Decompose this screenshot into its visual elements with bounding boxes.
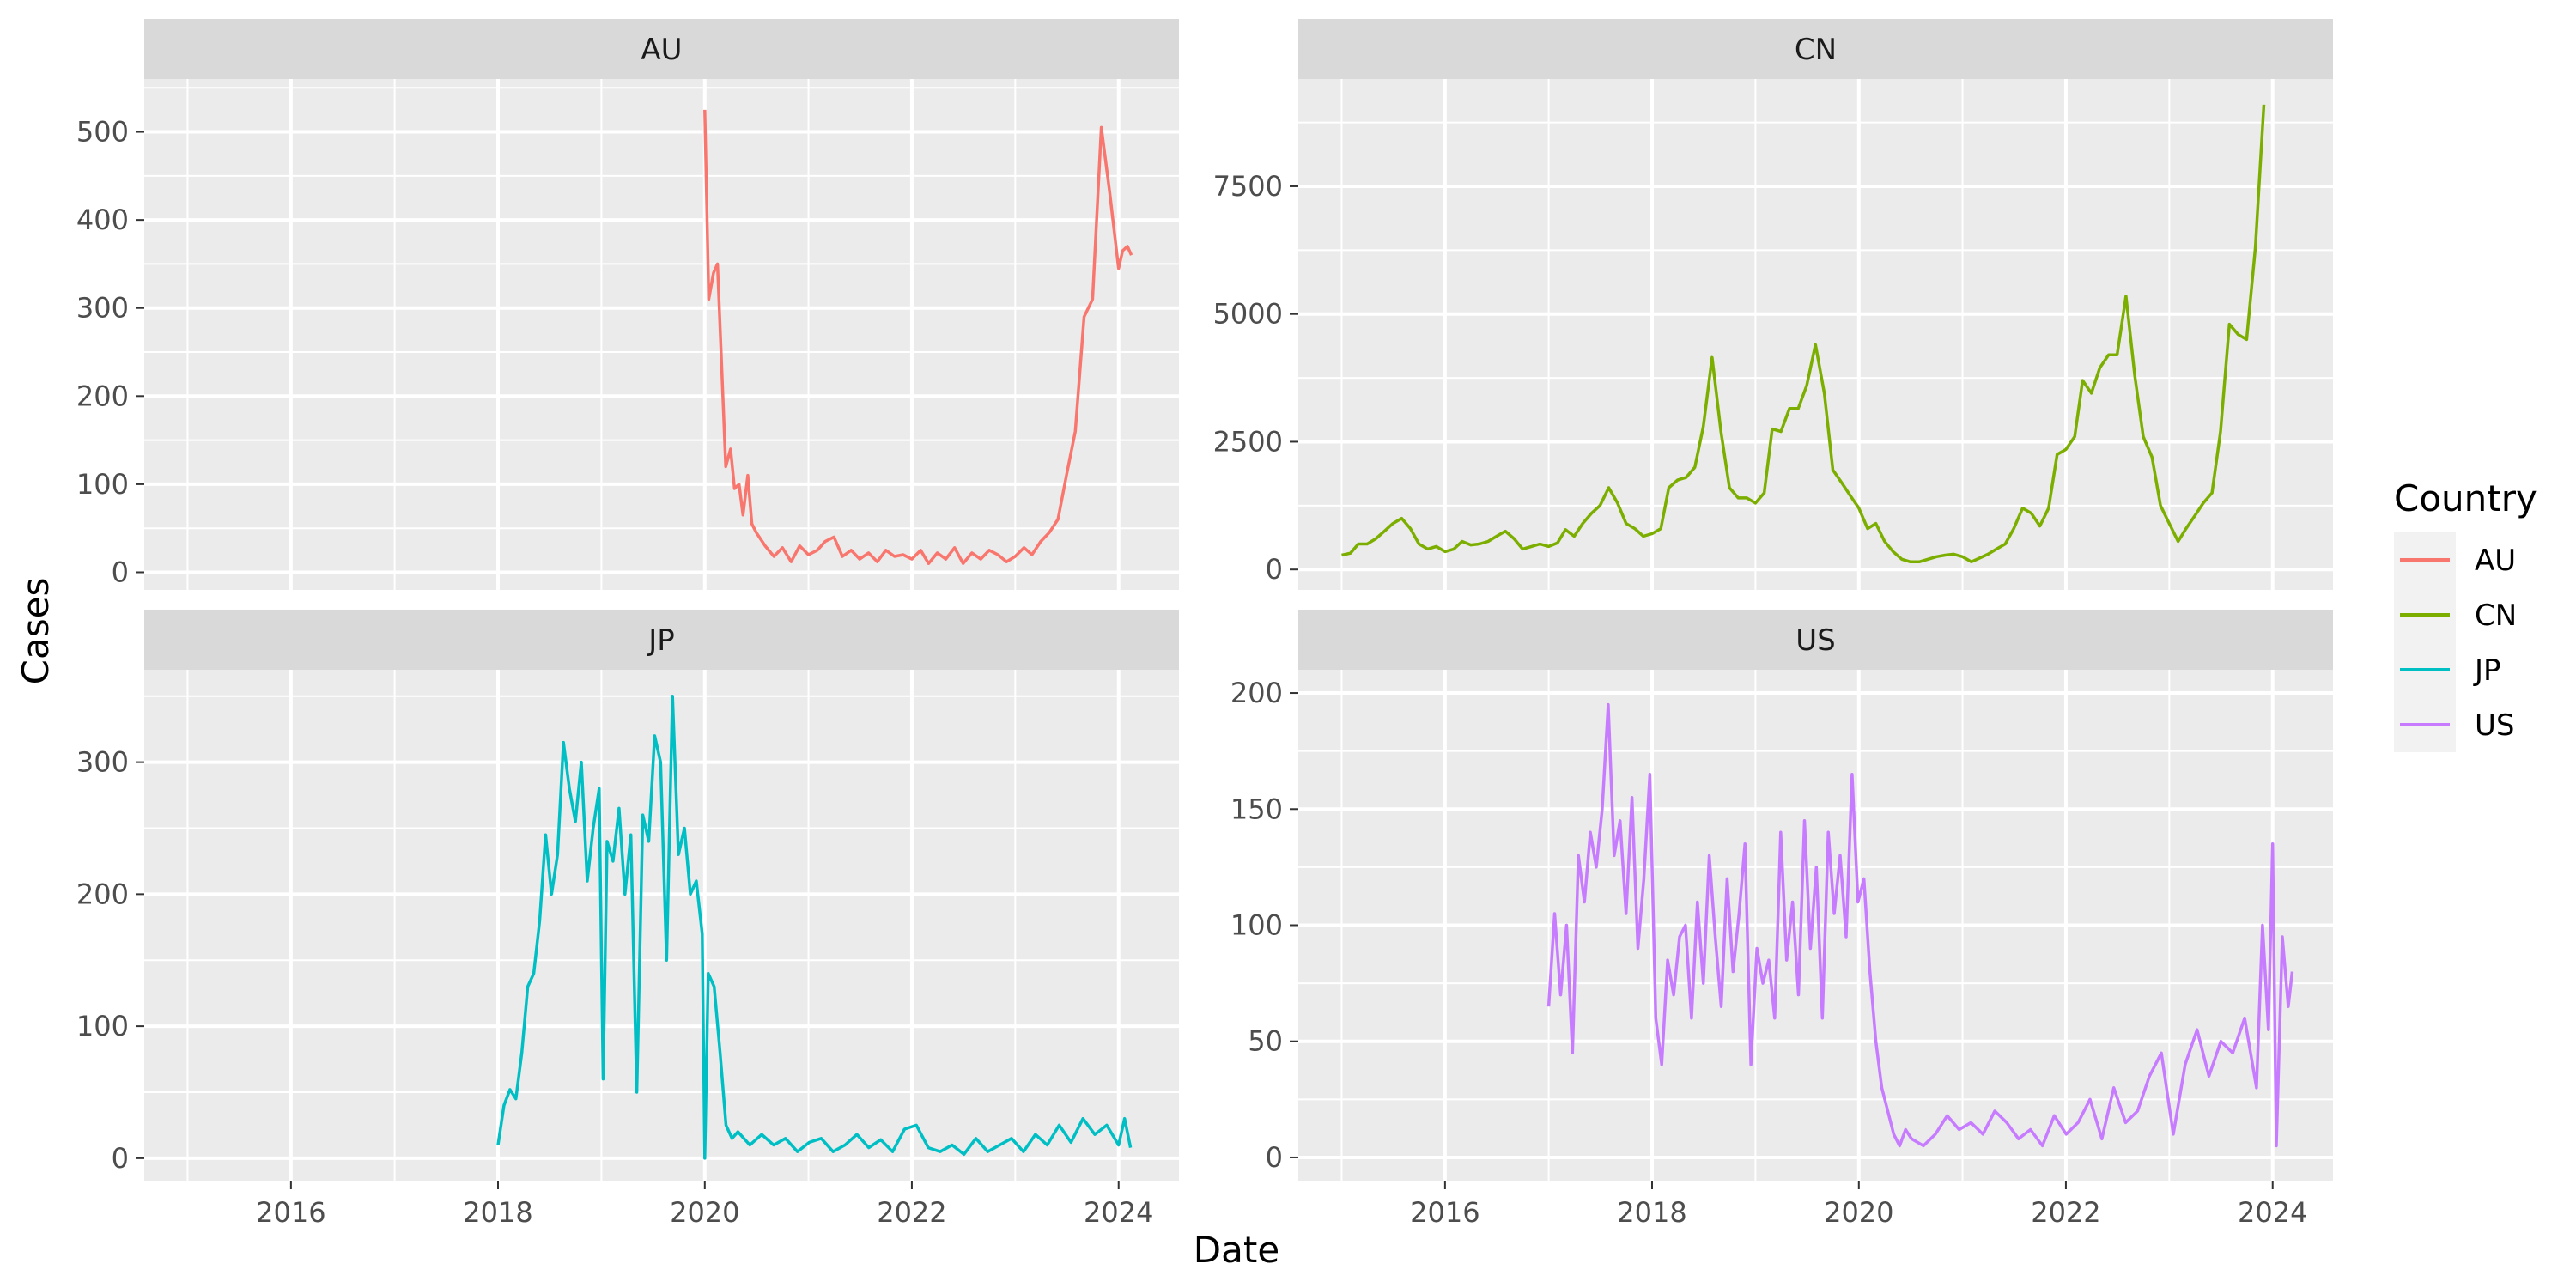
y-tick-label: 100 bbox=[76, 468, 129, 501]
y-tick-label: 300 bbox=[76, 746, 129, 779]
y-tick-label: 200 bbox=[1230, 677, 1283, 709]
y-tick-label: 0 bbox=[1266, 553, 1283, 586]
facet-strip bbox=[1298, 19, 2333, 79]
legend-item-cn: CN bbox=[2394, 587, 2517, 642]
legend-label: JP bbox=[2473, 653, 2501, 688]
y-tick-label: 0 bbox=[112, 1142, 129, 1175]
facet-strip bbox=[144, 19, 1179, 79]
panel-background bbox=[144, 79, 1179, 590]
legend-label: US bbox=[2475, 708, 2514, 743]
x-axis-title: Date bbox=[1194, 1229, 1279, 1271]
legend-title: Country bbox=[2394, 477, 2537, 519]
x-tick-label: 2020 bbox=[670, 1196, 739, 1229]
y-tick-label: 0 bbox=[1266, 1141, 1283, 1174]
panel-background bbox=[144, 670, 1179, 1181]
y-tick-label: 0 bbox=[112, 556, 129, 588]
grid bbox=[144, 670, 1179, 1181]
legend-item-jp: JP bbox=[2394, 642, 2501, 697]
legend-item-us: US bbox=[2394, 697, 2514, 752]
x-tick-label: 2020 bbox=[1824, 1196, 1893, 1229]
series-line-cn bbox=[1341, 104, 2266, 564]
y-tick-label: 150 bbox=[1230, 793, 1283, 825]
y-tick-label: 5000 bbox=[1213, 298, 1283, 331]
x-tick-label: 2018 bbox=[1617, 1196, 1686, 1229]
y-tick-label: 200 bbox=[76, 380, 129, 412]
facet-strip-label: AU bbox=[641, 33, 682, 67]
x-tick-label: 2018 bbox=[463, 1196, 532, 1229]
y-tick-label: 50 bbox=[1248, 1025, 1283, 1058]
y-tick-label: 400 bbox=[76, 204, 129, 236]
panel-au: AU 0 100 200 300 400 500 bbox=[76, 19, 1179, 590]
facet-strip bbox=[1298, 610, 2333, 670]
series-line-jp bbox=[496, 694, 1133, 1160]
y-tick-label: 300 bbox=[76, 292, 129, 325]
legend-item-au: AU bbox=[2394, 532, 2516, 587]
y-tick-label: 7500 bbox=[1213, 170, 1283, 203]
series-line-au bbox=[703, 109, 1133, 565]
facet-strip bbox=[144, 610, 1179, 670]
y-tick-label: 2500 bbox=[1213, 425, 1283, 458]
x-tick-label: 2022 bbox=[877, 1196, 946, 1229]
panel-background bbox=[1298, 79, 2333, 590]
y-tick-label: 200 bbox=[76, 878, 129, 910]
y-axis-title: Cases bbox=[15, 578, 57, 685]
facet-strip-label: CN bbox=[1795, 33, 1837, 67]
x-tick-label: 2016 bbox=[256, 1196, 325, 1229]
legend-label: AU bbox=[2475, 544, 2516, 578]
y-tick-label: 100 bbox=[1230, 909, 1283, 942]
legend-label: CN bbox=[2475, 598, 2517, 633]
panel-cn: CN 0 2500 5000 7500 bbox=[1213, 19, 2333, 590]
y-tick-label: 100 bbox=[76, 1010, 129, 1042]
x-tick-label: 2024 bbox=[2238, 1196, 2307, 1229]
legend: Country AU CN JP US bbox=[2394, 477, 2537, 752]
facet-strip-label: US bbox=[1795, 623, 1835, 658]
x-tick-label: 2016 bbox=[1410, 1196, 1479, 1229]
x-tick-label: 2022 bbox=[2031, 1196, 2100, 1229]
grid bbox=[144, 79, 1179, 590]
series-line-us bbox=[1546, 702, 2294, 1148]
y-tick-label: 500 bbox=[76, 116, 129, 149]
panel-us: US 0 50 100 150 200 2016 2018 2020 2022 2024 bbox=[1230, 610, 2333, 1229]
x-tick-label: 2024 bbox=[1084, 1196, 1153, 1229]
facet-strip-label: JP bbox=[647, 623, 675, 658]
panel-jp: JP 0 100 200 300 2016 2018 2020 2022 2024 bbox=[76, 610, 1179, 1229]
